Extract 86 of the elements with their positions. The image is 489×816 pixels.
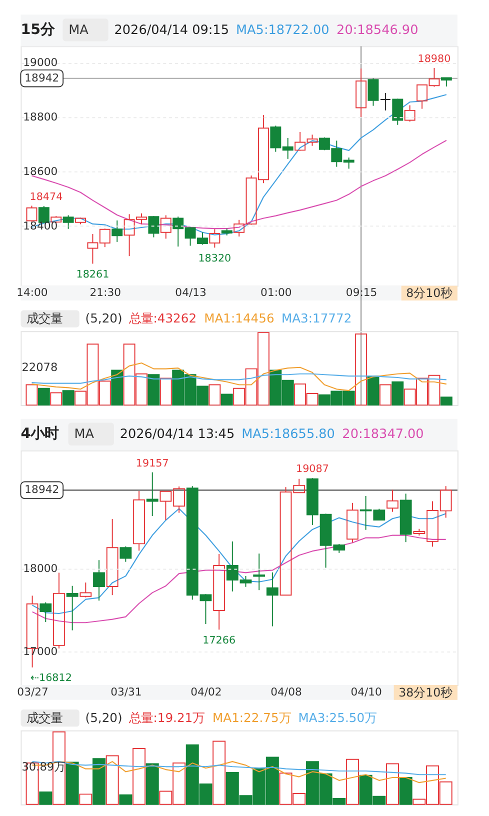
chart-title: 成交量	[26, 312, 63, 326]
x-tick-label: 14:00	[16, 286, 48, 300]
bar	[379, 384, 392, 406]
bar	[146, 763, 159, 805]
candlestick	[380, 92, 391, 111]
bar	[106, 755, 119, 805]
text: 总量:43262	[128, 312, 197, 326]
annotation: 18980	[418, 53, 451, 66]
bar	[38, 388, 50, 406]
x-tick-label: 04/13	[175, 286, 206, 300]
candlestick	[266, 572, 278, 627]
x-tick-label: 01:00	[260, 286, 292, 300]
annotation: 22078	[22, 360, 58, 374]
text: 8分10秒	[406, 286, 453, 300]
text: MA3:17772	[281, 312, 352, 326]
text: 20:18347.00	[342, 427, 424, 442]
y-tick-label: 18800	[23, 110, 58, 124]
bar	[367, 376, 380, 406]
bar	[440, 396, 452, 406]
text: 38分10秒	[398, 685, 453, 700]
ref-line-label: 18942	[24, 71, 60, 84]
candlestick	[356, 68, 367, 118]
text: MA	[74, 427, 94, 442]
bar	[50, 392, 62, 406]
candlestick	[346, 502, 358, 543]
bar	[62, 390, 74, 406]
x-tick-label: 04/10	[350, 685, 382, 698]
text: 20:18546.90	[336, 22, 418, 38]
ref-line-label: 18942	[24, 483, 60, 496]
bar	[79, 794, 92, 805]
annotation: 18320	[198, 252, 232, 264]
chart-subtitle: 2026/04/14 09:15	[114, 22, 229, 38]
chart-title: 4小时	[20, 426, 59, 442]
annotation: 18261	[76, 268, 110, 281]
candlestick	[93, 560, 105, 602]
x-tick-label: 03/27	[17, 685, 48, 698]
candlestick	[400, 493, 412, 543]
candlestick	[253, 553, 266, 591]
annotation: 17266	[202, 634, 236, 646]
text: MA	[68, 22, 89, 38]
candlestick	[106, 518, 118, 596]
text: 总量:19.21万	[128, 711, 205, 726]
bar	[92, 758, 106, 805]
text: MA3:25.50万	[298, 711, 377, 726]
chart-title: 15分	[20, 22, 56, 38]
y-tick-label: 18600	[23, 164, 58, 178]
bar	[39, 792, 52, 805]
bar	[392, 381, 404, 406]
bar	[386, 763, 399, 805]
x-tick-label: 03/31	[110, 685, 142, 698]
y-tick-label: 18000	[23, 562, 58, 576]
x-tick-label: 04/02	[190, 685, 222, 698]
bar	[208, 384, 221, 406]
candlestick	[392, 98, 404, 126]
candlestick	[133, 490, 145, 552]
x-tick-label: 04/08	[270, 685, 302, 698]
candlestick	[386, 489, 398, 512]
bar	[66, 762, 79, 805]
text: (5,20)	[85, 711, 122, 726]
bar	[132, 748, 146, 805]
annotation: 19087	[296, 463, 329, 476]
annotation: ⇠16812	[30, 672, 72, 684]
bar	[111, 370, 124, 406]
bar	[26, 384, 38, 406]
y-tick-label: 19000	[23, 56, 58, 69]
candlestick	[66, 585, 78, 631]
bar	[399, 777, 412, 805]
bar	[355, 334, 368, 406]
chart-subtitle: 2026/04/14 13:45	[120, 427, 235, 442]
bar	[160, 378, 172, 406]
text: MA1:14456	[204, 312, 274, 326]
bar	[220, 394, 233, 406]
candlestick	[213, 553, 226, 630]
bar	[346, 758, 359, 805]
text: MA5:18655.80	[242, 427, 335, 442]
annotation: 19157	[136, 457, 169, 470]
bar	[148, 374, 160, 406]
bar	[212, 740, 226, 805]
text: MA1:22.75万	[212, 711, 291, 726]
y-tick-label: 18400	[23, 219, 58, 232]
x-tick-label: 21:30	[90, 286, 122, 300]
bar	[119, 794, 132, 805]
chart-title: 成交量	[26, 711, 63, 726]
text: MA5:18722.00	[236, 22, 330, 38]
text: (5,20)	[85, 312, 122, 326]
annotation: 18474	[30, 190, 63, 203]
